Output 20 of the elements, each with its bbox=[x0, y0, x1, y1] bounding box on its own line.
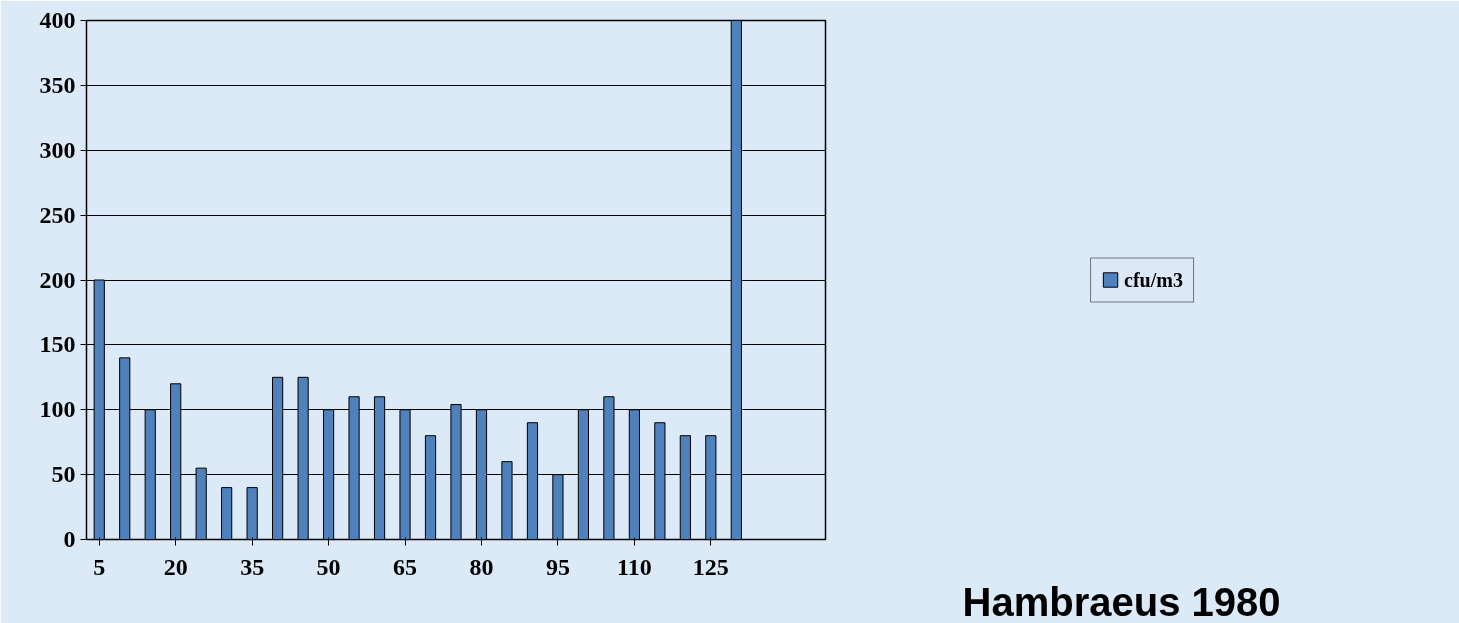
x-tick-label: 125 bbox=[692, 553, 729, 580]
text: Hambraeus 1980 bbox=[962, 579, 1281, 623]
legend-label: cfu/m3 bbox=[1124, 268, 1183, 291]
y-tick-label: 250 bbox=[39, 201, 76, 228]
y-tick-label: 0 bbox=[63, 526, 76, 552]
x-tick-label: 65 bbox=[393, 553, 418, 580]
x-tick-label: 5 bbox=[93, 553, 106, 580]
x-tick-label: 110 bbox=[617, 553, 652, 580]
y-tick-label: 150 bbox=[39, 331, 76, 358]
y-tick-label: 200 bbox=[39, 266, 76, 293]
x-tick-label: 35 bbox=[240, 553, 265, 580]
y-tick-label: 100 bbox=[39, 396, 76, 423]
y-tick-label: 400 bbox=[39, 7, 76, 33]
y-tick-label: 350 bbox=[39, 71, 76, 98]
x-tick-label: 95 bbox=[545, 553, 570, 580]
y-tick-label: 50 bbox=[51, 461, 76, 488]
x-tick-label: 50 bbox=[316, 553, 341, 580]
x-tick-label: 80 bbox=[469, 553, 494, 580]
y-tick-label: 300 bbox=[39, 136, 76, 163]
x-tick-label: 20 bbox=[163, 553, 188, 580]
